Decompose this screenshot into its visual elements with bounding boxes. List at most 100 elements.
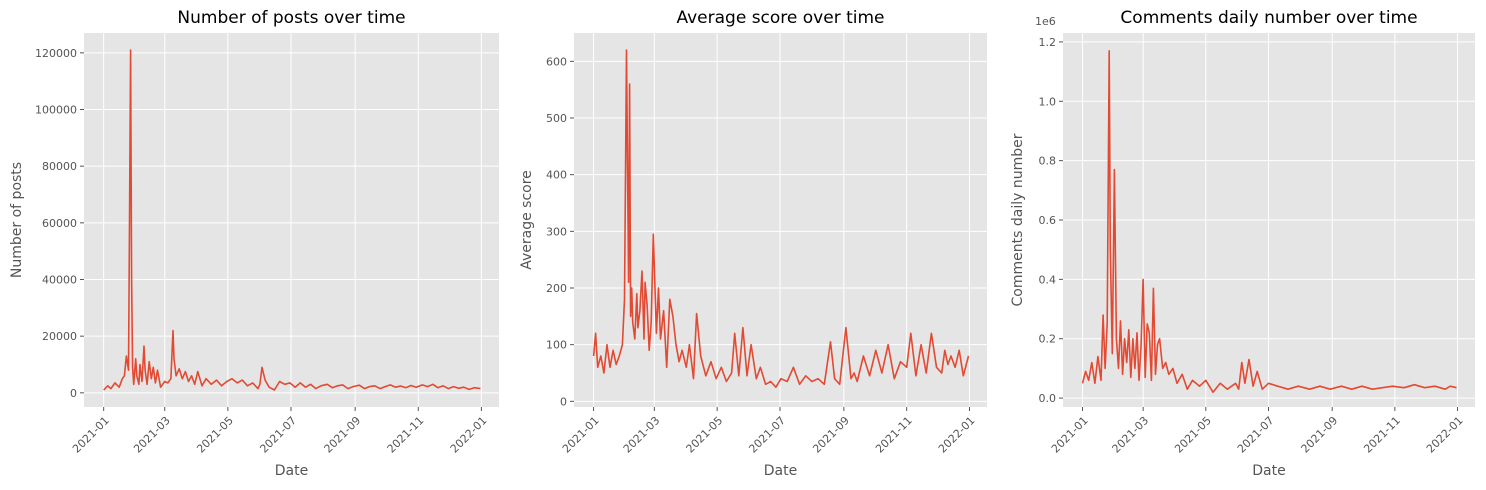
data-point bbox=[653, 233, 655, 235]
data-point bbox=[480, 388, 482, 390]
data-point bbox=[1248, 359, 1250, 361]
data-point bbox=[1136, 332, 1138, 334]
data-point bbox=[1094, 382, 1096, 384]
y-tick-label: 300 bbox=[546, 225, 567, 238]
x-tick-label: 2021-03 bbox=[1110, 414, 1152, 456]
data-point bbox=[294, 386, 296, 388]
data-point bbox=[1112, 353, 1114, 355]
data-point bbox=[600, 355, 602, 357]
data-point bbox=[1144, 377, 1146, 379]
data-point bbox=[856, 381, 858, 383]
data-point bbox=[765, 384, 767, 386]
data-point bbox=[968, 355, 970, 357]
data-point bbox=[1155, 374, 1157, 376]
data-point bbox=[146, 384, 148, 386]
data-point bbox=[289, 382, 291, 384]
data-point bbox=[185, 371, 187, 373]
data-point bbox=[726, 381, 728, 383]
data-point bbox=[358, 384, 360, 386]
data-point bbox=[817, 378, 819, 380]
data-point bbox=[830, 341, 832, 343]
data-point bbox=[107, 385, 109, 387]
data-point bbox=[593, 355, 595, 357]
data-point bbox=[672, 316, 674, 318]
data-point bbox=[1097, 356, 1099, 358]
y-tick-label: 40000 bbox=[42, 274, 77, 287]
chart-panel-3: 0.0 0.2 0.4 0.6 0.8 1.0 1.2 2021-01 2021-03 2021-… bbox=[1010, 8, 1475, 479]
data-point bbox=[175, 375, 177, 377]
data-point bbox=[1256, 371, 1258, 373]
data-point bbox=[1108, 50, 1110, 52]
data-point bbox=[622, 344, 624, 346]
x-tick-label: 2022-01 bbox=[448, 414, 490, 456]
data-point bbox=[257, 388, 259, 390]
data-point bbox=[182, 378, 184, 380]
data-point bbox=[1219, 382, 1221, 384]
x-tick-label: 2021-05 bbox=[1172, 414, 1214, 456]
data-point bbox=[410, 385, 412, 387]
data-point bbox=[1192, 379, 1194, 381]
data-point bbox=[597, 367, 599, 369]
x-tick-label: 2022-01 bbox=[1424, 414, 1466, 456]
y-offset-label: 1e6 bbox=[1035, 15, 1056, 28]
data-point bbox=[639, 310, 641, 312]
data-point bbox=[130, 49, 132, 51]
data-point bbox=[780, 378, 782, 380]
data-point bbox=[216, 379, 218, 381]
data-point bbox=[931, 333, 933, 335]
data-point bbox=[427, 386, 429, 388]
data-point bbox=[315, 388, 317, 390]
data-point bbox=[734, 333, 736, 335]
data-point bbox=[131, 279, 133, 281]
y-tick-label: 500 bbox=[546, 112, 567, 125]
data-point bbox=[139, 364, 141, 366]
data-point bbox=[630, 316, 632, 318]
data-point bbox=[320, 385, 322, 387]
data-point bbox=[1102, 314, 1104, 316]
data-point bbox=[332, 387, 334, 389]
data-point bbox=[415, 386, 417, 388]
data-point bbox=[950, 355, 952, 357]
data-point bbox=[305, 386, 307, 388]
data-point bbox=[1212, 391, 1214, 393]
data-point bbox=[191, 375, 193, 377]
chart-title: Average score over time bbox=[676, 8, 884, 28]
data-point bbox=[1424, 387, 1426, 389]
data-point bbox=[390, 384, 392, 386]
data-point bbox=[811, 381, 813, 383]
data-point bbox=[958, 350, 960, 352]
data-point bbox=[374, 385, 376, 387]
data-point bbox=[141, 381, 143, 383]
data-point bbox=[453, 386, 455, 388]
data-point bbox=[1392, 385, 1394, 387]
x-tick-label: 2021-05 bbox=[194, 414, 236, 456]
y-tick-label: 80000 bbox=[42, 160, 77, 173]
data-point bbox=[264, 379, 266, 381]
data-point bbox=[1235, 382, 1237, 384]
data-point bbox=[437, 387, 439, 389]
data-point bbox=[252, 382, 254, 384]
x-tick-label: 2021-03 bbox=[131, 414, 173, 456]
data-point bbox=[1361, 385, 1363, 387]
data-point bbox=[1262, 388, 1264, 390]
data-point bbox=[458, 388, 460, 390]
series-line bbox=[103, 49, 481, 391]
data-point bbox=[1126, 362, 1128, 364]
data-point bbox=[941, 372, 943, 374]
data-point bbox=[925, 372, 927, 374]
y-tick-label: 100 bbox=[546, 339, 567, 352]
data-point bbox=[944, 350, 946, 352]
data-point bbox=[710, 361, 712, 363]
data-point bbox=[834, 378, 836, 380]
data-point bbox=[612, 350, 614, 352]
data-point bbox=[136, 375, 138, 377]
data-point bbox=[463, 386, 465, 388]
x-tick-label: 2021-07 bbox=[1235, 414, 1277, 456]
data-point bbox=[1162, 368, 1164, 370]
data-point bbox=[746, 375, 748, 377]
data-point bbox=[299, 382, 301, 384]
data-point bbox=[150, 378, 152, 380]
data-point bbox=[603, 372, 605, 374]
data-point bbox=[627, 174, 629, 176]
data-point bbox=[1116, 338, 1118, 340]
